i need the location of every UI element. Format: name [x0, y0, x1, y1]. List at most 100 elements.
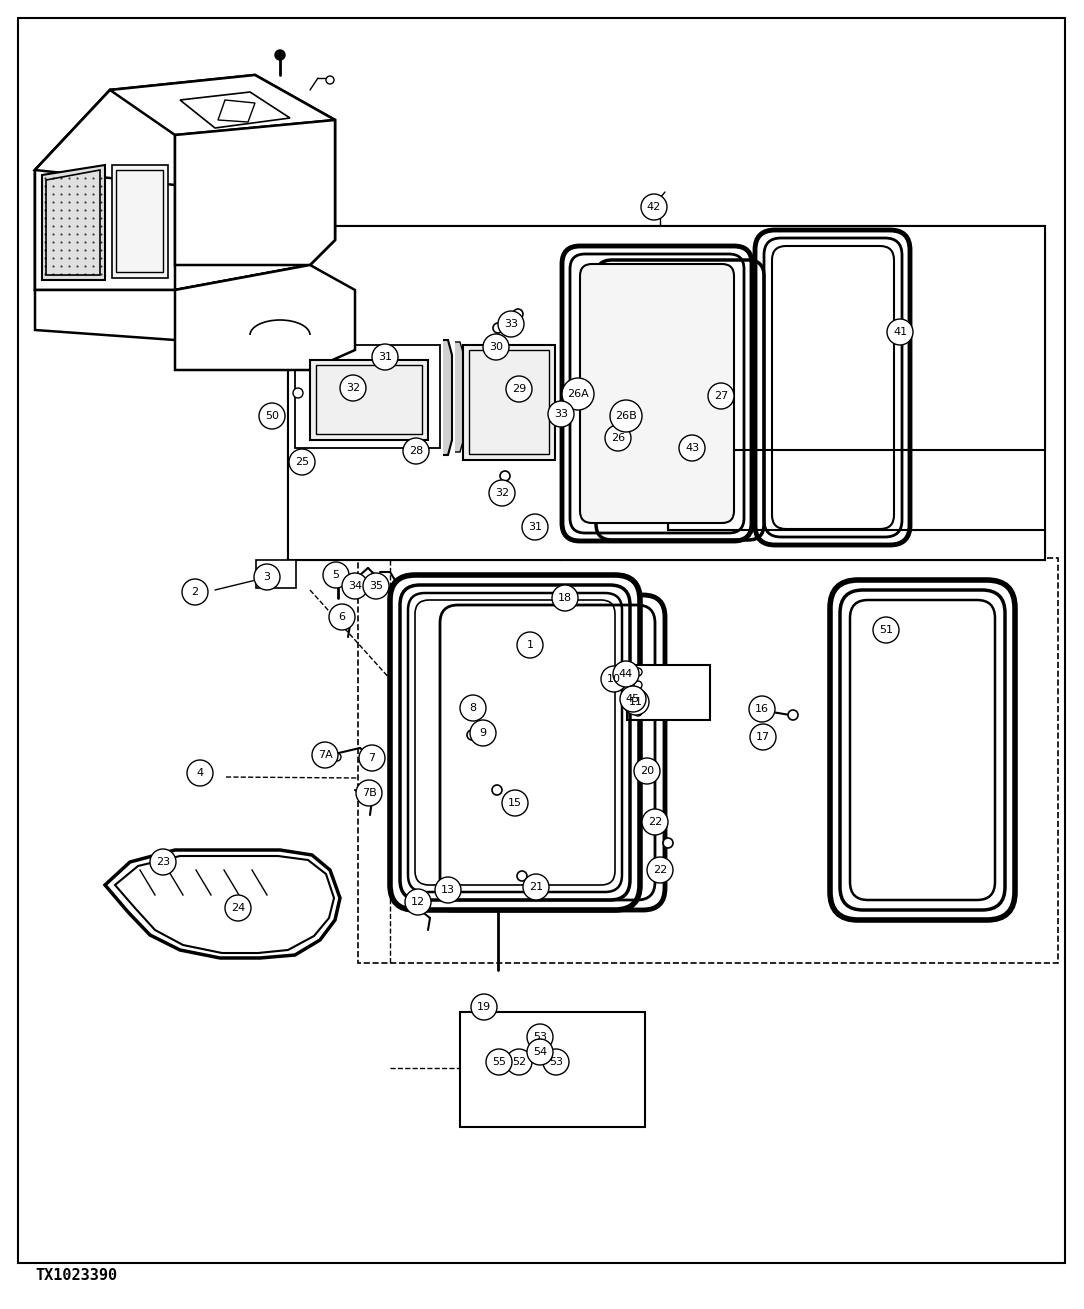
Text: 50: 50: [264, 411, 279, 421]
Circle shape: [356, 780, 382, 806]
FancyBboxPatch shape: [390, 575, 640, 910]
Circle shape: [788, 709, 798, 720]
Polygon shape: [288, 226, 1045, 560]
Circle shape: [534, 1045, 542, 1052]
Text: 31: 31: [528, 522, 542, 531]
Text: 20: 20: [640, 766, 654, 776]
Circle shape: [562, 378, 594, 410]
Bar: [460, 1012, 645, 1127]
Text: 7A: 7A: [318, 750, 333, 761]
Circle shape: [289, 449, 315, 475]
Circle shape: [486, 1049, 512, 1075]
Circle shape: [634, 758, 660, 784]
Circle shape: [647, 857, 673, 884]
Circle shape: [543, 1049, 569, 1075]
Circle shape: [513, 309, 522, 319]
Text: TX1023390: TX1023390: [35, 1267, 117, 1283]
Text: 19: 19: [477, 1001, 491, 1012]
Circle shape: [500, 471, 509, 480]
Circle shape: [363, 573, 389, 600]
Circle shape: [225, 895, 251, 922]
Circle shape: [612, 661, 638, 687]
Circle shape: [254, 564, 280, 590]
Polygon shape: [175, 264, 354, 370]
Polygon shape: [35, 75, 335, 291]
Text: 42: 42: [647, 202, 661, 212]
Circle shape: [467, 730, 477, 740]
Text: 31: 31: [378, 352, 392, 363]
Circle shape: [340, 374, 366, 401]
Polygon shape: [310, 360, 428, 440]
Circle shape: [333, 753, 341, 761]
Text: 33: 33: [504, 319, 518, 329]
Text: 32: 32: [495, 488, 509, 497]
Circle shape: [341, 573, 367, 600]
Text: 24: 24: [231, 903, 245, 912]
Circle shape: [549, 401, 575, 427]
Text: 6: 6: [338, 613, 346, 622]
Text: 30: 30: [489, 342, 503, 352]
Circle shape: [506, 1049, 532, 1075]
Text: 52: 52: [512, 1056, 526, 1067]
Text: 43: 43: [685, 442, 699, 453]
Text: 45: 45: [625, 694, 640, 704]
Text: 55: 55: [492, 1056, 506, 1067]
Circle shape: [359, 745, 385, 771]
Text: 18: 18: [558, 593, 572, 603]
Text: 15: 15: [508, 798, 522, 808]
Polygon shape: [42, 165, 105, 280]
Text: 2: 2: [192, 586, 198, 597]
Text: 35: 35: [369, 581, 383, 590]
Bar: [256, 560, 296, 588]
Text: 9: 9: [479, 728, 487, 738]
Circle shape: [502, 791, 528, 816]
Text: 10: 10: [607, 674, 621, 685]
Text: 29: 29: [512, 384, 526, 394]
Circle shape: [873, 617, 899, 643]
Text: 33: 33: [554, 408, 568, 419]
Circle shape: [326, 76, 334, 84]
Text: 26B: 26B: [615, 411, 637, 421]
Circle shape: [517, 870, 527, 881]
Circle shape: [750, 724, 776, 750]
Polygon shape: [627, 665, 710, 720]
Circle shape: [620, 686, 646, 712]
Circle shape: [470, 720, 496, 746]
Polygon shape: [295, 346, 440, 448]
Polygon shape: [455, 342, 464, 452]
Text: 54: 54: [533, 1047, 547, 1056]
Circle shape: [498, 312, 524, 336]
Polygon shape: [105, 850, 340, 958]
Circle shape: [312, 742, 338, 768]
Circle shape: [188, 761, 212, 785]
Circle shape: [275, 50, 285, 60]
Polygon shape: [443, 340, 452, 456]
Circle shape: [642, 809, 668, 835]
Text: 5: 5: [333, 569, 339, 580]
Circle shape: [655, 199, 664, 209]
Circle shape: [293, 387, 304, 398]
Circle shape: [634, 708, 642, 716]
Circle shape: [522, 874, 549, 901]
Circle shape: [489, 480, 515, 507]
Text: 16: 16: [754, 704, 769, 713]
Text: 51: 51: [879, 624, 893, 635]
Text: 44: 44: [619, 669, 633, 679]
Text: 22: 22: [653, 865, 667, 874]
Polygon shape: [175, 120, 335, 264]
FancyBboxPatch shape: [430, 596, 664, 910]
Circle shape: [634, 668, 642, 675]
Text: 12: 12: [411, 897, 425, 907]
Text: 26: 26: [611, 433, 625, 442]
Text: 53: 53: [533, 1031, 547, 1042]
Polygon shape: [463, 346, 555, 459]
Circle shape: [679, 435, 705, 461]
Circle shape: [323, 562, 349, 588]
Text: 25: 25: [295, 457, 309, 467]
Circle shape: [634, 681, 642, 689]
Text: 4: 4: [196, 768, 204, 778]
Circle shape: [623, 689, 649, 715]
Circle shape: [182, 579, 208, 605]
Text: 7: 7: [369, 753, 375, 763]
Text: 8: 8: [469, 703, 477, 713]
